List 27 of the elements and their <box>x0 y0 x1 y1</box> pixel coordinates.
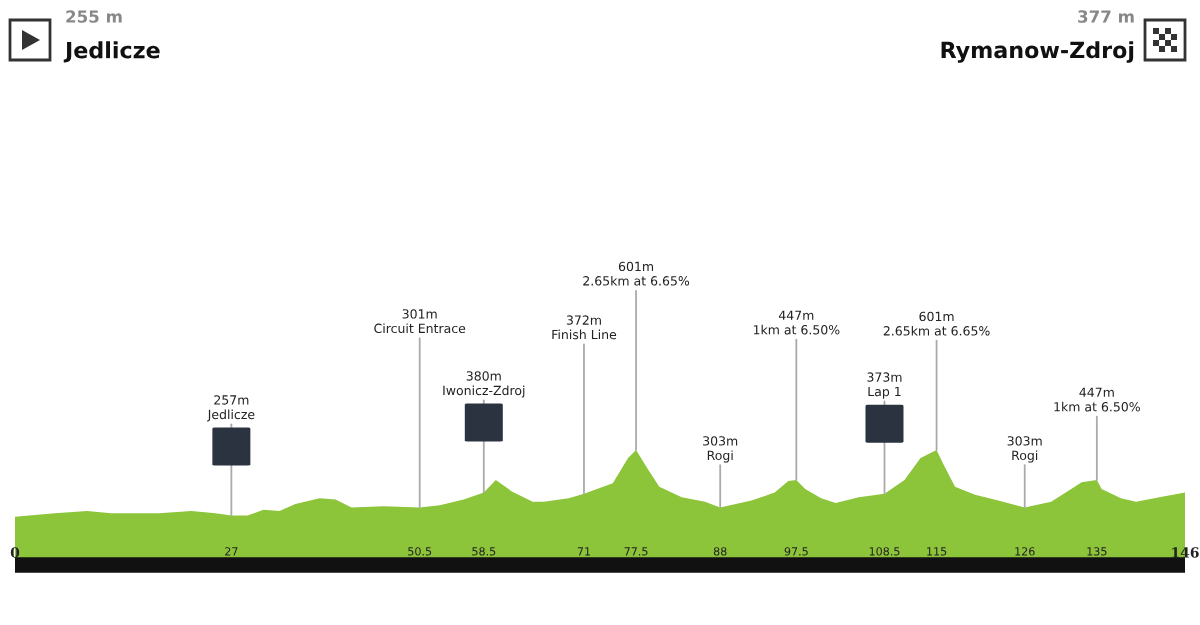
text: 377 m <box>1078 10 1134 23</box>
x-tick-label: 71 <box>577 547 591 556</box>
x-tick-label: 126 <box>1015 547 1035 556</box>
annotation: 303m Rogi <box>703 436 738 463</box>
x-tick-label: 50.5 <box>408 547 432 556</box>
annotation: 601m 2.65km at 6.65% <box>883 311 990 336</box>
annotation: 447m 1km at 6.50% <box>1054 387 1140 412</box>
annotation: 601m 2.65km at 6.65% <box>583 261 690 286</box>
x-tick-label: 27 <box>225 547 238 556</box>
x-tick-label: 0 <box>10 547 20 558</box>
annotation: 372m Finish Line <box>552 315 617 340</box>
annotation: 303m Rogi <box>1007 436 1042 463</box>
text: Jedlicze <box>63 41 160 63</box>
x-tick-label: 88 <box>713 547 727 556</box>
text: 255 m <box>66 10 122 23</box>
annotation: 257m Jedlicze <box>207 395 255 422</box>
x-tick-label: 97.5 <box>784 547 808 556</box>
x-tick-label: 77.5 <box>624 547 648 556</box>
annotation: 380m Iwonicz-Zdroj <box>443 371 525 398</box>
x-tick-label: 135 <box>1087 547 1107 556</box>
annotation: 373m Lap 1 <box>867 372 902 399</box>
annotation: 447m 1km at 6.50% <box>753 310 840 335</box>
text: Rymanow-Zdroj <box>941 41 1134 63</box>
annotation: 301m Circuit Entrace <box>374 309 466 334</box>
x-tick-label: 58.5 <box>472 547 496 556</box>
x-tick-label: 115 <box>927 547 947 556</box>
x-tick-label: 108.5 <box>869 547 900 556</box>
